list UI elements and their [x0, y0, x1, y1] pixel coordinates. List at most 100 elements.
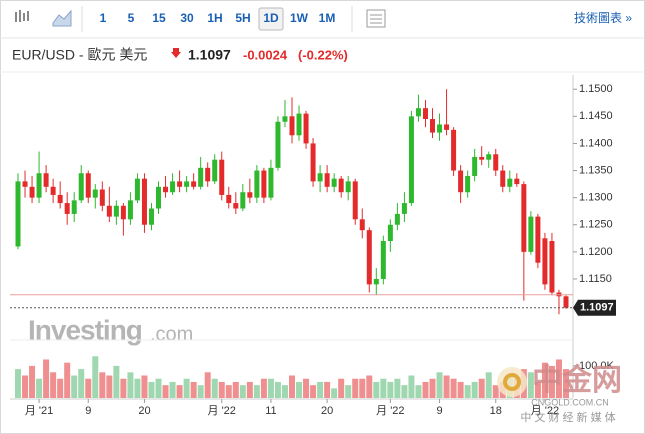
down-arrow: [171, 48, 181, 58]
interval-button[interactable]: 5H: [235, 11, 250, 25]
volume-bar: [415, 385, 422, 398]
x-tick-label: 18: [490, 405, 502, 417]
volume-bar: [169, 381, 176, 398]
volume-bar: [162, 385, 169, 398]
volume-bar: [359, 378, 366, 398]
volume-bar: [352, 378, 359, 398]
candle-body: [85, 173, 91, 198]
interval-button[interactable]: 30: [180, 11, 194, 25]
candle-body: [268, 167, 274, 198]
x-tick-label: 月 '22: [208, 405, 236, 417]
volume-tick-label: 100.0K: [579, 360, 615, 372]
candle-body: [106, 205, 112, 217]
interval-button[interactable]: 1W: [290, 11, 309, 25]
volume-bar: [345, 385, 352, 398]
candle-body: [289, 116, 295, 136]
volume-bar: [289, 375, 295, 398]
interval-button[interactable]: 1D: [263, 11, 279, 25]
candle-body: [36, 173, 42, 198]
volume-bar: [99, 372, 106, 398]
candle-body: [127, 200, 133, 220]
volume-bar: [387, 381, 394, 398]
cn-slogan: 中 文 财 经 新 媒 体: [520, 410, 615, 424]
candle-body: [170, 181, 176, 193]
candle-body: [514, 178, 520, 185]
candle-body: [141, 178, 147, 225]
candle-body: [212, 159, 218, 182]
interval-button[interactable]: 1H: [207, 11, 222, 25]
candle-body: [479, 156, 485, 160]
volume-bar: [478, 378, 485, 398]
volume-bar: [527, 372, 534, 398]
area-icon[interactable]: [52, 9, 72, 27]
cn-watermark: 中金网 CNGOLD.COM.CN 中 文 财 经 新 媒 体: [497, 363, 622, 424]
volume-bar: [211, 378, 218, 398]
candle-body: [507, 178, 513, 187]
last-price-pointer: [573, 299, 616, 316]
candle-body: [500, 170, 506, 187]
volume-bar: [176, 385, 183, 398]
candle-body: [254, 170, 260, 198]
interval-button[interactable]: 1: [100, 11, 107, 25]
volume-bar: [134, 378, 141, 398]
last-price-label: 1.1097: [580, 302, 614, 314]
candle-body: [430, 119, 436, 133]
x-tick-label: 月 '21: [25, 405, 53, 417]
candle-body: [275, 121, 281, 168]
technical-chart-link[interactable]: 技術圖表 »: [574, 11, 632, 25]
candle-body: [163, 186, 169, 193]
volume-bar: [64, 362, 71, 398]
volume-bar: [239, 385, 246, 398]
volume-bar: [366, 375, 373, 398]
candle-body: [317, 173, 323, 182]
interval-button[interactable]: 5: [128, 11, 135, 25]
candle-body: [458, 170, 464, 193]
candle-body: [415, 108, 421, 117]
symbol: EUR/USD - 歐元 美元: [12, 47, 147, 63]
candle-body: [282, 116, 288, 122]
volume-bar: [141, 375, 148, 398]
cn-logo: [497, 367, 527, 397]
volume-bar: [408, 375, 415, 398]
volume-bar: [485, 372, 492, 398]
volume-bar: [548, 365, 555, 398]
candle-icon-glyph: [15, 10, 29, 22]
candle-body: [15, 181, 21, 247]
interval-button[interactable]: 1M: [319, 11, 336, 25]
candle-body: [394, 213, 400, 225]
volume-bar: [373, 381, 380, 398]
volume-bar: [29, 365, 36, 398]
candle-body: [247, 192, 253, 198]
volume-bar: [457, 381, 464, 398]
interval-button[interactable]: 15: [152, 11, 166, 25]
candle-body: [387, 224, 393, 242]
y-tick-label: 1.1200: [579, 246, 613, 258]
x-tick-label: 月 '22: [376, 405, 404, 417]
candle-body: [99, 189, 105, 206]
candle-body: [324, 173, 330, 187]
candle-body: [352, 181, 358, 220]
volume-bar: [324, 381, 331, 398]
volume-bar: [204, 372, 211, 398]
x-tick-label: 9: [436, 405, 442, 417]
candle-body: [240, 192, 246, 209]
candle-body: [29, 186, 35, 198]
y-tick-label: 1.1250: [579, 219, 613, 231]
volume-bar: [380, 378, 387, 398]
candle-body: [549, 241, 555, 293]
volume-bar: [120, 378, 127, 398]
candle-body: [345, 181, 351, 193]
candle-body: [408, 116, 414, 204]
x-tick-label: 20: [321, 405, 333, 417]
candle-body: [338, 178, 344, 193]
volume-bar: [15, 369, 21, 398]
candle-body: [57, 194, 63, 204]
candle-body: [120, 205, 126, 220]
volume-bar: [36, 378, 43, 398]
volume-bar: [232, 381, 239, 398]
table-icon-glyph: [370, 14, 382, 24]
candle-body: [401, 203, 407, 214]
x-tick-label: 20: [138, 405, 150, 417]
volume-bar: [492, 385, 499, 398]
volume-bar: [394, 378, 401, 398]
